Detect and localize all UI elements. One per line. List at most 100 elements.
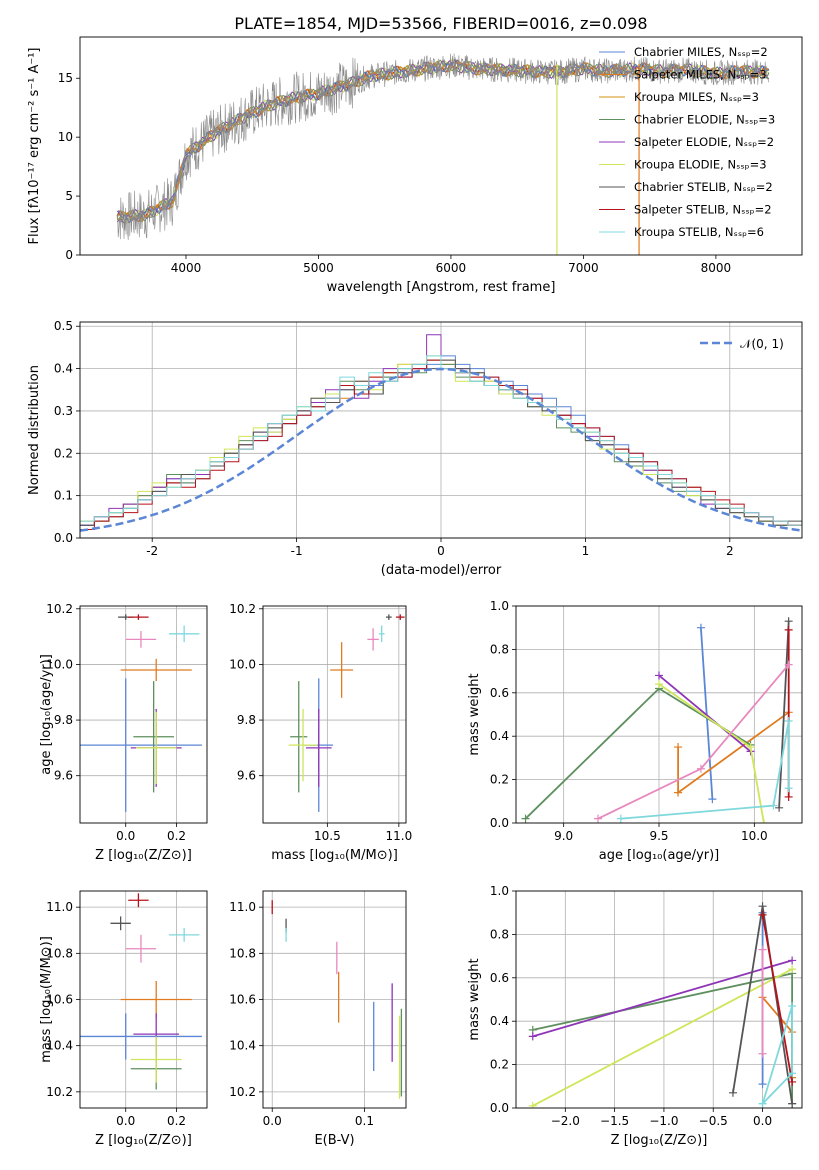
- y-axis-label: age [log₁₀(age/yr)]: [39, 654, 54, 775]
- plot-area: [521, 617, 793, 823]
- chart-mass-vs-Z: 0.0 0.2 10.2 10.4 10.6 10.8 11.0 Z [log₁₀(Z/Z⊙)…: [39, 890, 208, 1148]
- axes-frame: [79, 605, 208, 824]
- y-axis-label: mass [log₁₀(M/M⊙)]: [39, 936, 54, 1063]
- weight-line: [700, 627, 714, 800]
- x-axis-label: Z [log₁₀(Z/Z⊙)]: [611, 1133, 708, 1148]
- x-axis-label: mass [log₁₀(M/M⊙)]: [271, 848, 398, 863]
- gaussian-curve: [80, 367, 802, 532]
- errorbar-point: [133, 681, 174, 793]
- weight-marker: [788, 1077, 797, 1086]
- plot-area: [116, 53, 770, 255]
- y-tick-label: 1.0: [490, 884, 509, 898]
- weight-marker: [758, 910, 767, 919]
- axes-frame: [79, 36, 803, 256]
- y-tick-label: 0.6: [490, 686, 509, 700]
- weight-marker: [758, 1080, 767, 1089]
- x-tick-label: 8000: [701, 261, 732, 275]
- errorbar-point: [125, 934, 157, 963]
- x-tick-label: 0.1: [355, 1114, 374, 1128]
- y-tick-label: 11.0: [46, 900, 73, 914]
- errorbar-point: [288, 708, 318, 782]
- x-tick-label: −0.5: [699, 1114, 728, 1128]
- y-tick-label: 10.2: [46, 1085, 73, 1099]
- x-tick-label: −1.5: [600, 1114, 629, 1128]
- legend-label: Chabrier ELODIE, Nₛₛₚ=3: [634, 113, 775, 127]
- x-tick-label: 4000: [171, 261, 202, 275]
- plot-area: [80, 614, 202, 812]
- weight-marker: [788, 956, 797, 965]
- weight-marker: [758, 902, 767, 911]
- legend-label: Chabrier STELIB, Nₛₛₚ=2: [634, 180, 773, 194]
- legend-label: Kroupa STELIB, Nₛₛₚ=6: [634, 225, 764, 239]
- y-tick-label: 10.2: [46, 602, 73, 616]
- weight-marker: [746, 743, 755, 752]
- x-tick-label: 0.2: [167, 829, 186, 843]
- weight-marker: [788, 1002, 797, 1011]
- errorbar-point: [378, 625, 385, 643]
- y-tick-label: 0.4: [490, 729, 509, 743]
- y-tick-label: 10.4: [229, 1039, 256, 1053]
- weight-marker: [528, 1032, 537, 1041]
- legend-label: Salpeter MILES, Nₛₛₚ=3: [634, 68, 767, 82]
- y-tick-label: 15: [58, 71, 73, 85]
- legend: 𝒩(0, 1): [700, 337, 784, 351]
- weight-marker: [758, 945, 767, 954]
- y-tick-label: 9.8: [54, 713, 73, 727]
- x-axis-label: wavelength [Angstrom, rest frame]: [327, 280, 556, 295]
- x-axis-label: E(B-V): [314, 1133, 354, 1148]
- x-tick-label: −2.0: [551, 1114, 580, 1128]
- x-axis-label: Z [log₁₀(Z/Z⊙)]: [95, 1133, 192, 1148]
- weight-marker: [655, 680, 663, 689]
- axes-frame: [262, 890, 407, 1109]
- axes-frame: [515, 890, 803, 1109]
- y-tick-label: 0.0: [54, 531, 73, 545]
- plot-area: [80, 334, 802, 538]
- errorbar-point: [128, 614, 149, 620]
- errorbar-point: [367, 628, 379, 651]
- x-tick-label: 7000: [568, 261, 599, 275]
- y-tick-label: 0.4: [490, 1014, 509, 1028]
- legend-label: Chabrier MILES, Nₛₛₚ=2: [634, 45, 768, 59]
- y-tick-label: 0.0: [490, 816, 509, 830]
- y-tick-label: 11.0: [229, 900, 256, 914]
- axes-frame: [79, 321, 803, 539]
- weight-marker: [788, 1069, 797, 1078]
- y-tick-label: 10.2: [229, 1085, 256, 1099]
- axes-frame: [262, 605, 407, 824]
- x-tick-label: 0.0: [116, 1114, 135, 1128]
- y-tick-label: 10.8: [46, 946, 73, 960]
- y-tick-label: 0.2: [490, 1058, 509, 1072]
- y-tick-label: 10.6: [46, 993, 73, 1007]
- x-axis-label: Z [log₁₀(Z/Z⊙)]: [95, 848, 192, 863]
- y-tick-label: 10.0: [229, 657, 256, 671]
- weight-line: [532, 959, 793, 1038]
- chart-residual-histogram: -2 -1 0 1 2 0.0 0.1 0.2 0.3 0.4 0.5 (data-model)/er…: [27, 319, 803, 578]
- legend-label: Kroupa ELODIE, Nₛₛₚ=3: [634, 158, 767, 172]
- figure-title: PLATE=1854, MJD=53566, FIBERID=0016, z=0…: [234, 14, 647, 33]
- y-tick-label: 0.8: [490, 642, 509, 656]
- weight-marker: [788, 1099, 797, 1108]
- x-tick-label: 9.5: [649, 829, 668, 843]
- weight-marker: [655, 671, 663, 680]
- weight-marker: [784, 660, 793, 669]
- weight-marker: [784, 784, 793, 793]
- y-tick-label: 9.6: [54, 769, 73, 783]
- y-tick-label: 0.5: [54, 319, 73, 333]
- x-tick-label: 0.2: [167, 1114, 186, 1128]
- x-tick-label: 0: [437, 544, 445, 558]
- weight-marker: [528, 1101, 537, 1108]
- x-tick-label: 1: [582, 544, 590, 558]
- y-tick-label: 0.0: [490, 1101, 509, 1115]
- y-tick-label: 10.8: [229, 946, 256, 960]
- legend-label: 𝒩(0, 1): [740, 337, 784, 351]
- weight-marker: [784, 792, 793, 801]
- data-line: [116, 53, 770, 240]
- x-tick-label: -1: [291, 544, 303, 558]
- weight-line: [677, 711, 790, 795]
- chart-mass-weight-vs-Z: −2.0 −1.5 −1.0 −0.5 0.0 0.0 0.2 0.4 0.6 0.8 1.0 Z […: [467, 884, 803, 1148]
- errorbar-point: [80, 678, 202, 812]
- x-axis-label: (data-model)/error: [381, 563, 502, 578]
- errorbar-point: [120, 658, 192, 682]
- weight-line: [532, 968, 793, 1107]
